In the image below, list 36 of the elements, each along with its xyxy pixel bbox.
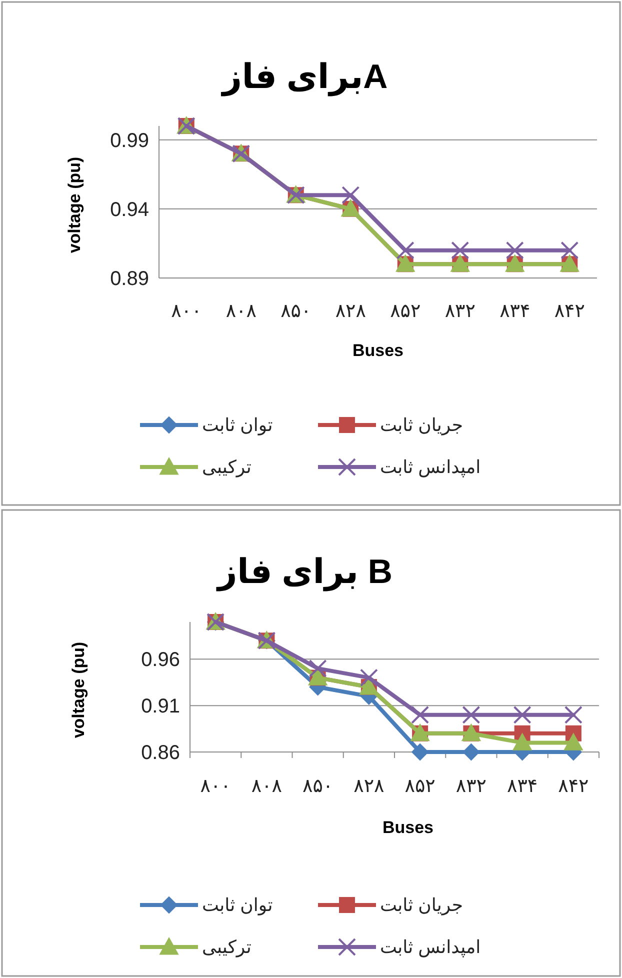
y-axis-title: voltage (pu): [69, 642, 88, 738]
x-tick-label: ۸۳۴: [500, 301, 530, 322]
legend-label: جریان ثابت: [380, 895, 463, 916]
x-tick-label: ۸۵۲: [390, 301, 421, 322]
x-tick-label: ۸۰۰: [171, 301, 202, 322]
legend-label: ترکیبی: [202, 937, 252, 958]
chart-title: برای فاز B: [216, 553, 392, 592]
x-tick-label: ۸۳۲: [456, 776, 486, 797]
x-tick-label: ۸۰۰: [200, 776, 231, 797]
x-axis-title: Buses: [352, 341, 404, 360]
x-tick-label: ۸۰۸: [226, 301, 256, 322]
legend-label: توان ثابت: [202, 415, 273, 436]
legend-label: امپدانس ثابت: [380, 457, 481, 478]
y-tick-label: 0.89: [110, 268, 149, 290]
x-tick-label: ۸۵۲: [404, 776, 436, 797]
y-tick-label: 0.99: [110, 130, 149, 152]
x-tick-label: ۸۵۰: [302, 776, 334, 797]
x-tick-label: ۸۰۸: [251, 776, 282, 797]
legend-label: ترکیبی: [202, 457, 252, 478]
x-tick-label: ۸۴۲: [558, 776, 589, 797]
y-tick-label: 0.91: [141, 696, 180, 718]
x-tick-label: ۸۵۰: [280, 301, 312, 322]
x-tick-label: ۸۲۸: [335, 301, 366, 322]
x-tick-label: ۸۴۲: [554, 301, 585, 322]
y-tick-label: 0.94: [110, 198, 149, 221]
y-axis-title: voltage (pu): [65, 156, 84, 254]
legend-label: جریان ثابت: [380, 415, 463, 436]
x-tick-label: ۸۳۲: [444, 301, 476, 322]
x-tick-label: ۸۲۸: [354, 776, 384, 797]
chart-title: برای فازA: [220, 58, 388, 97]
legend-label: امپدانس ثابت: [380, 937, 481, 958]
legend-label: توان ثابت: [202, 895, 273, 916]
y-tick-label: 0.96: [141, 649, 180, 672]
x-axis-title: Buses: [382, 818, 434, 837]
x-tick-label: ۸۳۴: [507, 776, 538, 797]
y-tick-label: 0.86: [141, 742, 180, 764]
